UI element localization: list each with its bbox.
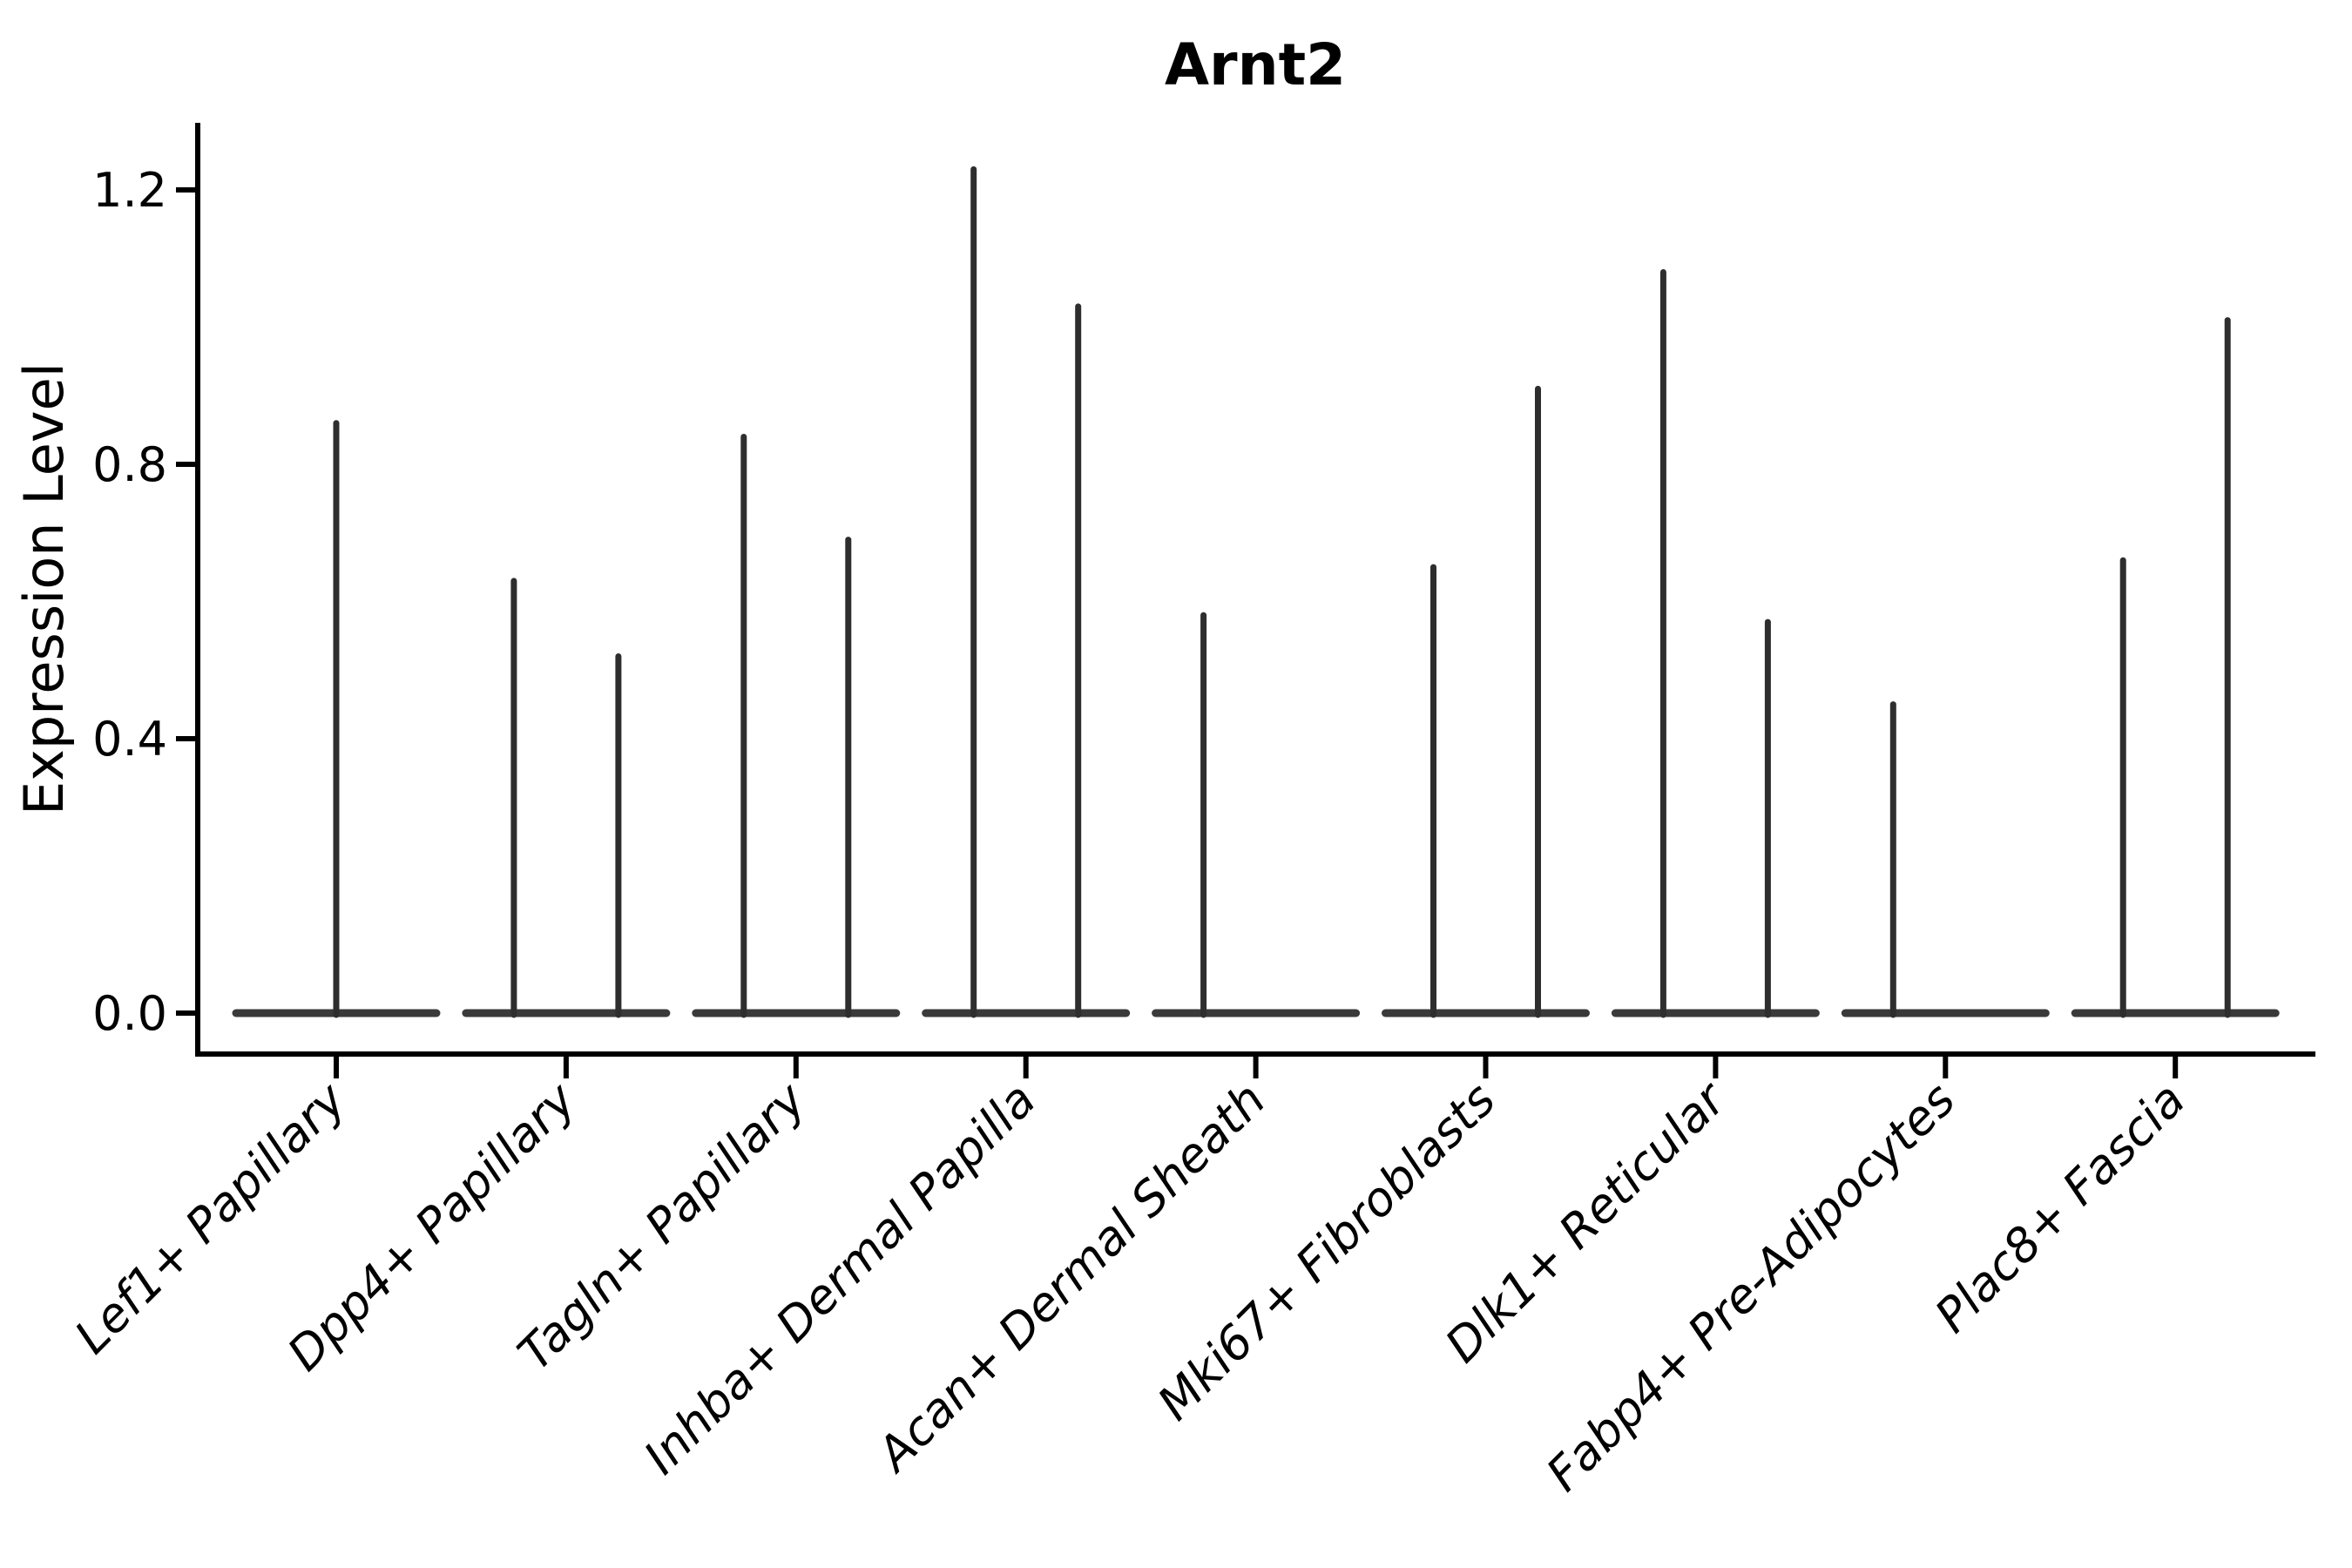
y-tick-label-3: 1.2 [92,163,167,218]
violins-layer [232,166,2280,1018]
x-category-label: Plac8+ Fascia [1924,1072,2195,1343]
x-tick-marks [334,1054,2179,1078]
y-tick-marks [176,187,198,1016]
y-tick-label-2: 0.8 [92,437,167,492]
x-category-label: Fabp4+ Pre-Adipocytes [1536,1072,1965,1502]
y-tick-label-0: 0.0 [92,986,167,1041]
y-axis-label: Expression Level [12,362,76,815]
chart-title: Arnt2 [1165,31,1346,98]
x-category-label: Inhba+ Dermal Papilla [633,1072,1046,1485]
y-tick-labels: 0.0 0.4 0.8 1.2 [92,163,167,1041]
x-category-label: Acan+ Dermal Sheath [865,1072,1276,1484]
y-tick-label-1: 0.4 [92,712,167,767]
